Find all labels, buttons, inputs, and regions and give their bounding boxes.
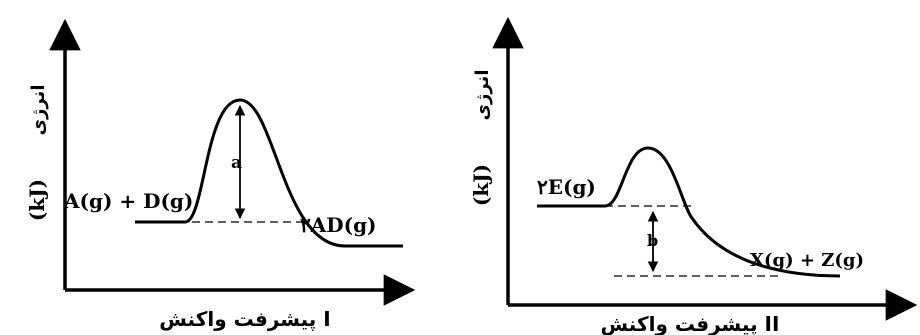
diagram-ii-y-label-energy: انرژی [472,70,493,121]
diagram-ii-y-label-unit: (kJ) [469,164,493,206]
diagram-ii-products-label: X(g) + Z(g) [750,250,864,271]
diagram-i-x-label: پیشرفت واکنش I [159,307,330,332]
diagram-i-gap-label: a [231,153,242,173]
diagram-ii-x-label: پیشرفت واکنش II [601,312,780,335]
diagram-i: a A(g) + D(g) ۲AD(g) (kJ) انرژی پیشرفت و… [25,18,416,332]
diagram-i-y-label-energy: انرژی [28,85,49,136]
diagram-i-products-label: ۲AD(g) [300,213,377,237]
diagram-ii: b ۲E(g) X(g) + Z(g) (kJ) انرژی پیشرفت وا… [469,16,918,335]
diagram-ii-energy-curve [537,146,841,278]
diagram-i-y-label-unit: (kJ) [25,179,49,221]
diagram-ii-reactants-label: ۲E(g) [537,175,596,199]
diagram-i-reactants-label: A(g) + D(g) [63,189,193,213]
diagram-ii-gap-label: b [647,231,658,250]
diagram-i-energy-curve [135,98,403,248]
